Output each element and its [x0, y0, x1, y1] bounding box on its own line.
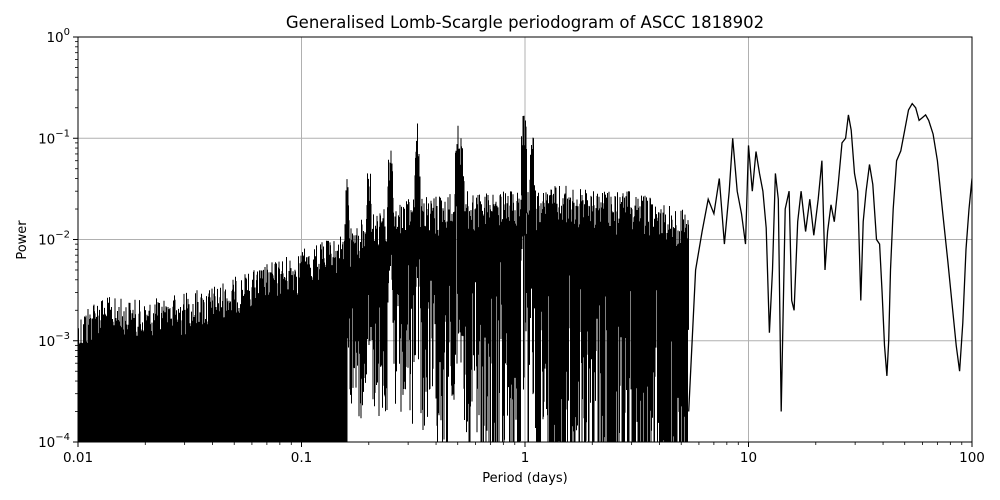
x-tick-label: 1 — [521, 450, 530, 466]
y-tick-label: 100 — [46, 27, 70, 46]
x-tick-label: 0.1 — [291, 450, 312, 466]
y-axis-label: Power — [15, 220, 30, 260]
x-tick-label: 100 — [959, 450, 985, 466]
x-axis: 0.01 0.1 1 10 100 — [63, 442, 985, 466]
y-tick-label: 10−2 — [38, 230, 70, 249]
x-tick-label: 0.01 — [63, 450, 93, 466]
y-tick-label: 10−1 — [38, 128, 70, 147]
x-tick-label: 10 — [740, 450, 757, 466]
y-tick-label: 10−3 — [38, 331, 70, 350]
x-axis-label: Period (days) — [482, 471, 568, 486]
periodogram-curve — [688, 102, 972, 412]
periodogram-spikes — [78, 115, 689, 442]
y-tick-label: 10−4 — [38, 432, 70, 451]
plot-area — [78, 102, 972, 442]
y-axis: 100 10−1 10−2 10−3 10−4 — [38, 27, 78, 451]
chart-title: Generalised Lomb-Scargle periodogram of … — [286, 13, 764, 32]
